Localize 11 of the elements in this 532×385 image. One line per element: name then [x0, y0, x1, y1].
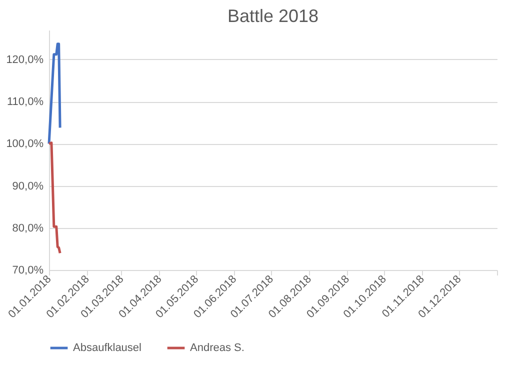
chart-title: Battle 2018	[227, 6, 319, 26]
legend-label: Andreas S.	[190, 342, 244, 354]
y-tick-label: 110,0%	[7, 96, 44, 108]
y-tick-label: 70,0%	[12, 264, 44, 276]
y-tick-label: 80,0%	[12, 222, 44, 234]
legend-label: Absaufklausel	[73, 342, 142, 354]
line-series	[48, 42, 62, 145]
line-series	[48, 142, 62, 254]
y-tick-label: 100,0%	[6, 138, 44, 150]
y-tick-label: 120,0%	[6, 54, 44, 66]
y-tick-label: 90,0%	[12, 180, 44, 192]
